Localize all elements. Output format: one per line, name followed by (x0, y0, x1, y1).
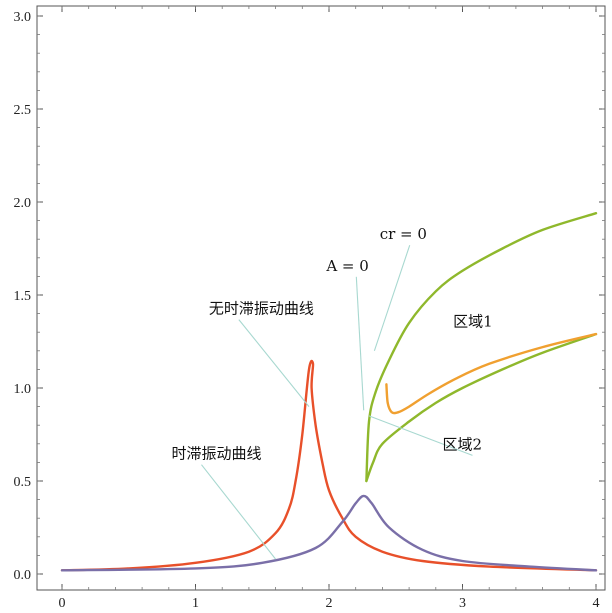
y-tick-label: 1.5 (14, 289, 32, 304)
x-tick-label: 1 (192, 596, 199, 611)
annotation-label: 无时滞振动曲线 (209, 300, 314, 318)
series-upper-branch (365, 212, 598, 483)
series-delayed (60, 494, 598, 572)
annotation-label: A = 0 (325, 257, 368, 275)
annotation-leader-line (373, 245, 411, 351)
x-tick-label: 4 (593, 596, 600, 611)
y-tick-label: 2.5 (14, 103, 32, 118)
annotation-leader-line (355, 276, 365, 411)
series-undelayed (60, 359, 598, 572)
series-layer (60, 212, 598, 572)
y-tick-label: 0.5 (14, 475, 32, 490)
x-tick-label: 3 (459, 596, 466, 611)
annotation-label: 区域1 (453, 313, 493, 331)
y-tick-label: 2.0 (14, 196, 32, 211)
y-tick-label: 1.0 (14, 382, 32, 397)
plot-frame (36, 5, 606, 591)
annotation-leader-line (201, 464, 277, 560)
x-tick-label: 2 (326, 596, 333, 611)
annotation-leader-line (238, 319, 310, 407)
x-tick-label: 0 (59, 596, 66, 611)
y-tick-label: 0.0 (14, 568, 32, 583)
ticks-layer: 0 1 2 3 4 0.0 0.5 1.0 1.5 2.0 2.5 3.0 (14, 6, 605, 611)
series-loop (385, 332, 598, 415)
annotation-leader-line (368, 415, 473, 456)
y-tick-label: 3.0 (14, 10, 32, 25)
annotation-label: 区域2 (442, 435, 482, 453)
leader-layer (201, 245, 473, 560)
annotation-label: 时滞振动曲线 (171, 445, 261, 463)
annotation-label: cr = 0 (380, 225, 427, 243)
series-lower-branch (365, 332, 598, 483)
